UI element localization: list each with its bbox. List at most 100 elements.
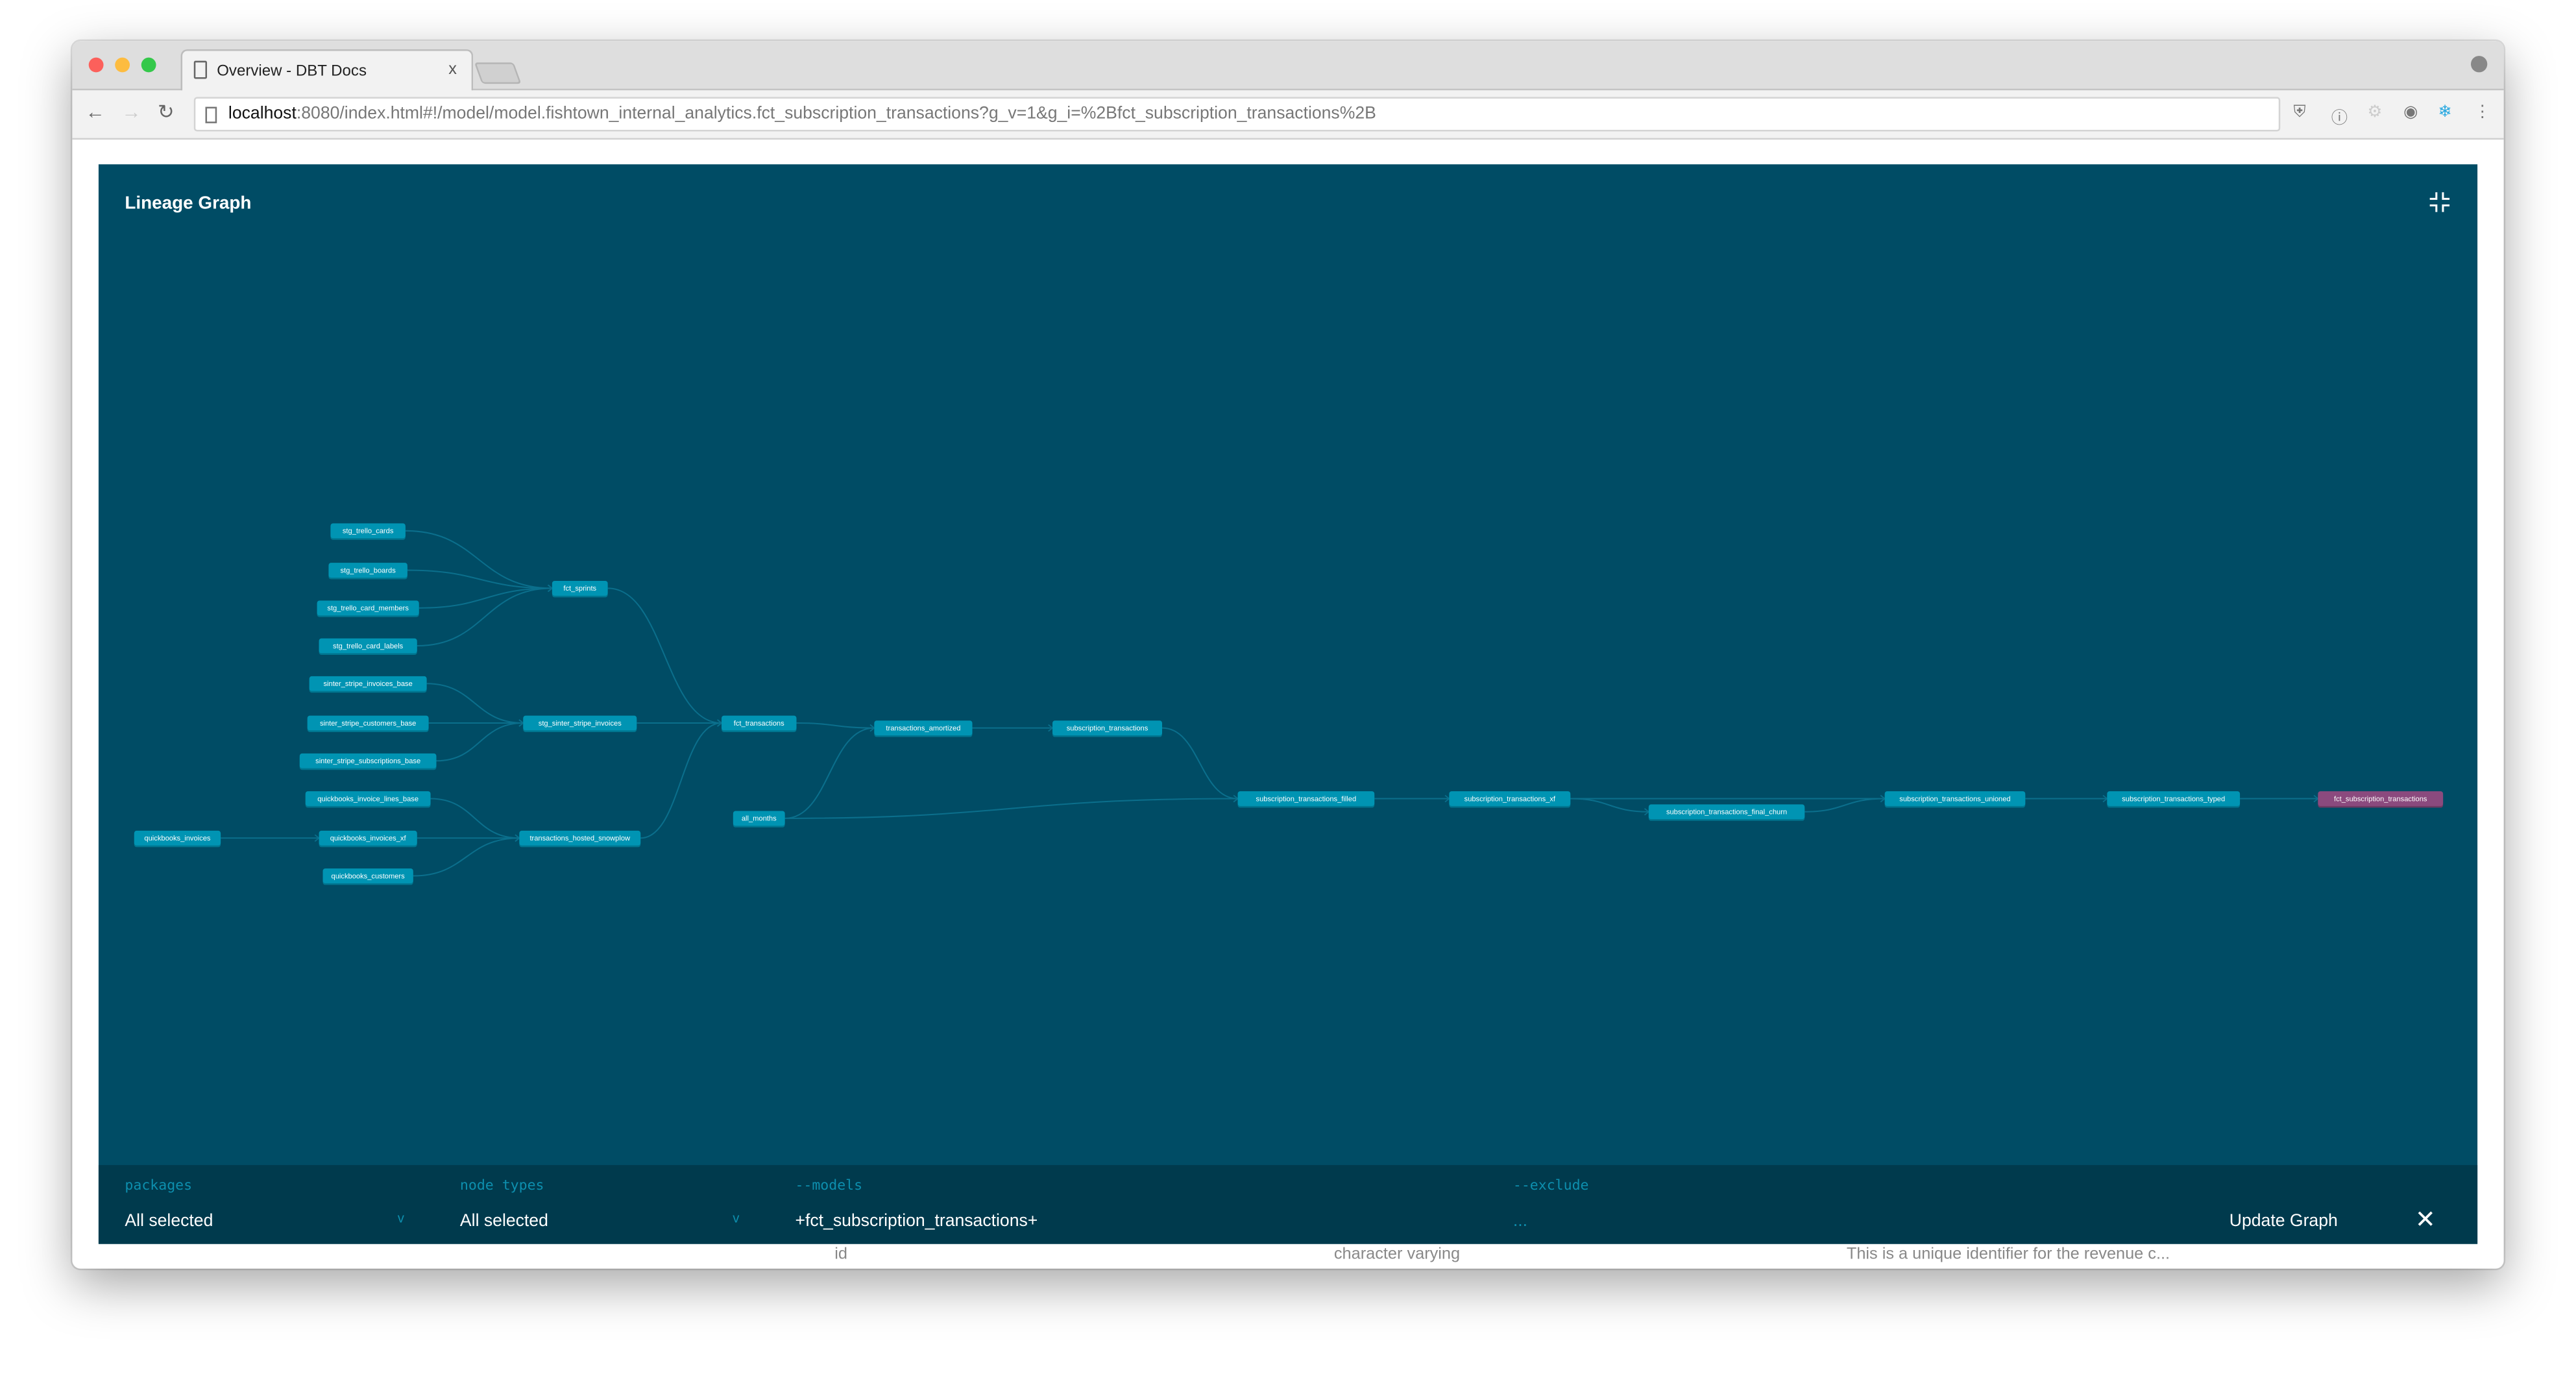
edge-quickbooks_customers-to-transactions_hosted_snowplow — [413, 837, 520, 877]
graph-node-quickbooks_invoice_lines_base[interactable]: quickbooks_invoice_lines_base — [305, 791, 431, 808]
graph-node-subscription_transactions_xf[interactable]: subscription_transactions_xf — [1449, 791, 1571, 808]
column-description: This is a unique identifier for the reve… — [1846, 1245, 2170, 1264]
graph-node-subscription_transactions_final_churn[interactable]: subscription_transactions_final_churn — [1648, 804, 1805, 821]
new-tab-button[interactable] — [474, 62, 522, 84]
node-label: fct_subscription_transactions — [2334, 795, 2427, 803]
minimize-window-button[interactable] — [115, 57, 130, 73]
node-box[interactable] — [319, 638, 417, 654]
menu-icon[interactable]: ⋮ — [2474, 103, 2491, 122]
node-label: stg_trello_cards — [343, 528, 394, 535]
node-label: subscription_transactions — [1067, 724, 1148, 732]
node-box[interactable] — [2107, 791, 2241, 806]
back-icon[interactable]: ← — [85, 100, 106, 123]
node-box[interactable] — [2318, 791, 2444, 806]
address-bar[interactable]: localhost:8080/index.html#!/model/model.… — [193, 97, 2281, 132]
lineage-graph[interactable]: stg_trello_cards stg_trello_boards stg_tre… — [99, 164, 2477, 1166]
node-types-label: node types — [459, 1178, 544, 1195]
graph-node-quickbooks_invoices[interactable]: quickbooks_invoices — [134, 830, 221, 848]
node-box[interactable] — [1884, 791, 2026, 806]
graph-node-quickbooks_invoices_xf[interactable]: quickbooks_invoices_xf — [319, 830, 417, 848]
graph-node-fct_sprints[interactable]: fct_sprints — [552, 581, 608, 598]
graph-node-subscription_transactions_typed[interactable]: subscription_transactions_typed — [2107, 791, 2241, 808]
graph-node-quickbooks_customers[interactable]: quickbooks_customers — [322, 868, 413, 885]
models-input[interactable]: +fct_subscription_transactions+ — [795, 1211, 1038, 1231]
node-label: subscription_transactions_unioned — [1899, 795, 2010, 803]
graph-filter-bar: packages All selected v node types All s… — [98, 1165, 2478, 1244]
edge-all_months-to-transactions_amortized — [784, 727, 875, 819]
edge-stg_trello_boards-to-fct_sprints — [407, 569, 552, 589]
tab-close-button[interactable]: x — [448, 60, 457, 79]
packages-label: packages — [125, 1178, 193, 1195]
snowflake-extension-icon[interactable]: ❄ — [2438, 103, 2452, 122]
node-box[interactable] — [309, 676, 427, 691]
graph-node-fct_transactions[interactable]: fct_transactions — [722, 715, 797, 732]
exclude-input[interactable]: ... — [1513, 1211, 1528, 1231]
graph-node-subscription_transactions_filled[interactable]: subscription_transactions_filled — [1237, 791, 1375, 808]
edge-stg_trello_cards-to-fct_sprints — [405, 530, 552, 589]
graph-node-subscription_transactions_unioned[interactable]: subscription_transactions_unioned — [1884, 791, 2026, 808]
shield-extension-icon[interactable]: ⛨ — [2293, 103, 2306, 122]
graph-node-sinter_stripe_subscriptions_base[interactable]: sinter_stripe_subscriptions_base — [299, 753, 437, 770]
node-box[interactable] — [330, 523, 406, 539]
profile-icon[interactable] — [2470, 56, 2488, 73]
node-box[interactable] — [305, 791, 431, 806]
extension-icon[interactable]: ⚙ — [2367, 103, 2383, 122]
forward-icon[interactable]: → — [121, 100, 141, 123]
graph-node-stg_trello_cards[interactable]: stg_trello_cards — [330, 523, 406, 540]
collapse-icon[interactable] — [2428, 191, 2451, 214]
browser-tab[interactable]: Overview - DBT Docs x — [180, 49, 474, 92]
update-graph-button[interactable]: Update Graph — [2229, 1211, 2338, 1231]
node-box[interactable] — [552, 581, 608, 596]
graph-node-transactions_hosted_snowplow[interactable]: transactions_hosted_snowplow — [519, 830, 641, 848]
close-icon[interactable]: ✕ — [2414, 1206, 2436, 1234]
node-box[interactable] — [1052, 720, 1163, 736]
chevron-down-icon[interactable]: v — [397, 1211, 404, 1226]
node-box[interactable] — [322, 868, 413, 883]
node-label: quickbooks_customers — [332, 872, 406, 880]
graph-node-stg_trello_card_labels[interactable]: stg_trello_card_labels — [319, 638, 417, 655]
node-types-select[interactable]: All selected — [459, 1211, 548, 1231]
graph-node-transactions_amortized[interactable]: transactions_amortized — [874, 720, 973, 737]
maximize-window-button[interactable] — [141, 57, 156, 73]
browser-window: Overview - DBT Docs x ← → ↻ localhost:80… — [72, 41, 2504, 1269]
reload-icon[interactable]: ↻ — [158, 100, 175, 123]
node-box[interactable] — [299, 753, 437, 768]
chevron-down-icon[interactable]: v — [733, 1211, 740, 1226]
node-box[interactable] — [319, 830, 417, 846]
node-box[interactable] — [722, 715, 797, 731]
graph-node-sinter_stripe_invoices_base[interactable]: sinter_stripe_invoices_base — [309, 676, 427, 693]
node-box[interactable] — [134, 830, 221, 846]
edge-fct_transactions-to-transactions_amortized — [796, 722, 875, 729]
graph-node-fct_subscription_transactions[interactable]: fct_subscription_transactions — [2318, 791, 2444, 808]
node-label: sinter_stripe_customers_base — [320, 720, 416, 728]
column-type: character varying — [1333, 1245, 1461, 1264]
node-box[interactable] — [874, 720, 973, 736]
graph-node-all_months[interactable]: all_months — [733, 811, 785, 828]
node-label: subscription_transactions_filled — [1256, 795, 1357, 803]
graph-node-stg_trello_boards[interactable]: stg_trello_boards — [328, 563, 407, 580]
node-box[interactable] — [519, 830, 641, 846]
edge-sinter_stripe_invoices_base-to-stg_sinter_stripe_invoices — [426, 683, 524, 724]
graph-node-stg_sinter_stripe_invoices[interactable]: stg_sinter_stripe_invoices — [523, 715, 637, 732]
node-label: stg_trello_card_labels — [333, 643, 404, 650]
column-name: id — [834, 1245, 847, 1264]
close-window-button[interactable] — [88, 57, 104, 73]
packages-select[interactable]: All selected — [125, 1211, 213, 1231]
node-box[interactable] — [1449, 791, 1571, 806]
extension-badge-icon[interactable]: ◉ — [2403, 103, 2418, 122]
lineage-graph-modal: stg_trello_cards stg_trello_boards stg_tre… — [98, 164, 2478, 1244]
node-box[interactable] — [733, 811, 785, 826]
graph-node-subscription_transactions[interactable]: subscription_transactions — [1052, 720, 1163, 737]
node-box[interactable] — [1237, 791, 1375, 806]
node-label: sinter_stripe_subscriptions_base — [315, 757, 420, 765]
info-extension-icon[interactable]: ⓘ — [2331, 110, 2348, 129]
node-box[interactable] — [1648, 804, 1805, 820]
graph-node-sinter_stripe_customers_base[interactable]: sinter_stripe_customers_base — [307, 715, 429, 732]
node-box[interactable] — [523, 715, 637, 731]
node-box[interactable] — [328, 563, 407, 578]
graph-node-stg_trello_card_members[interactable]: stg_trello_card_members — [317, 600, 419, 617]
edge-all_months-to-subscription_transactions_filled — [784, 798, 1238, 819]
node-box[interactable] — [317, 600, 419, 616]
node-box[interactable] — [307, 715, 429, 731]
node-label: stg_sinter_stripe_invoices — [539, 720, 622, 728]
